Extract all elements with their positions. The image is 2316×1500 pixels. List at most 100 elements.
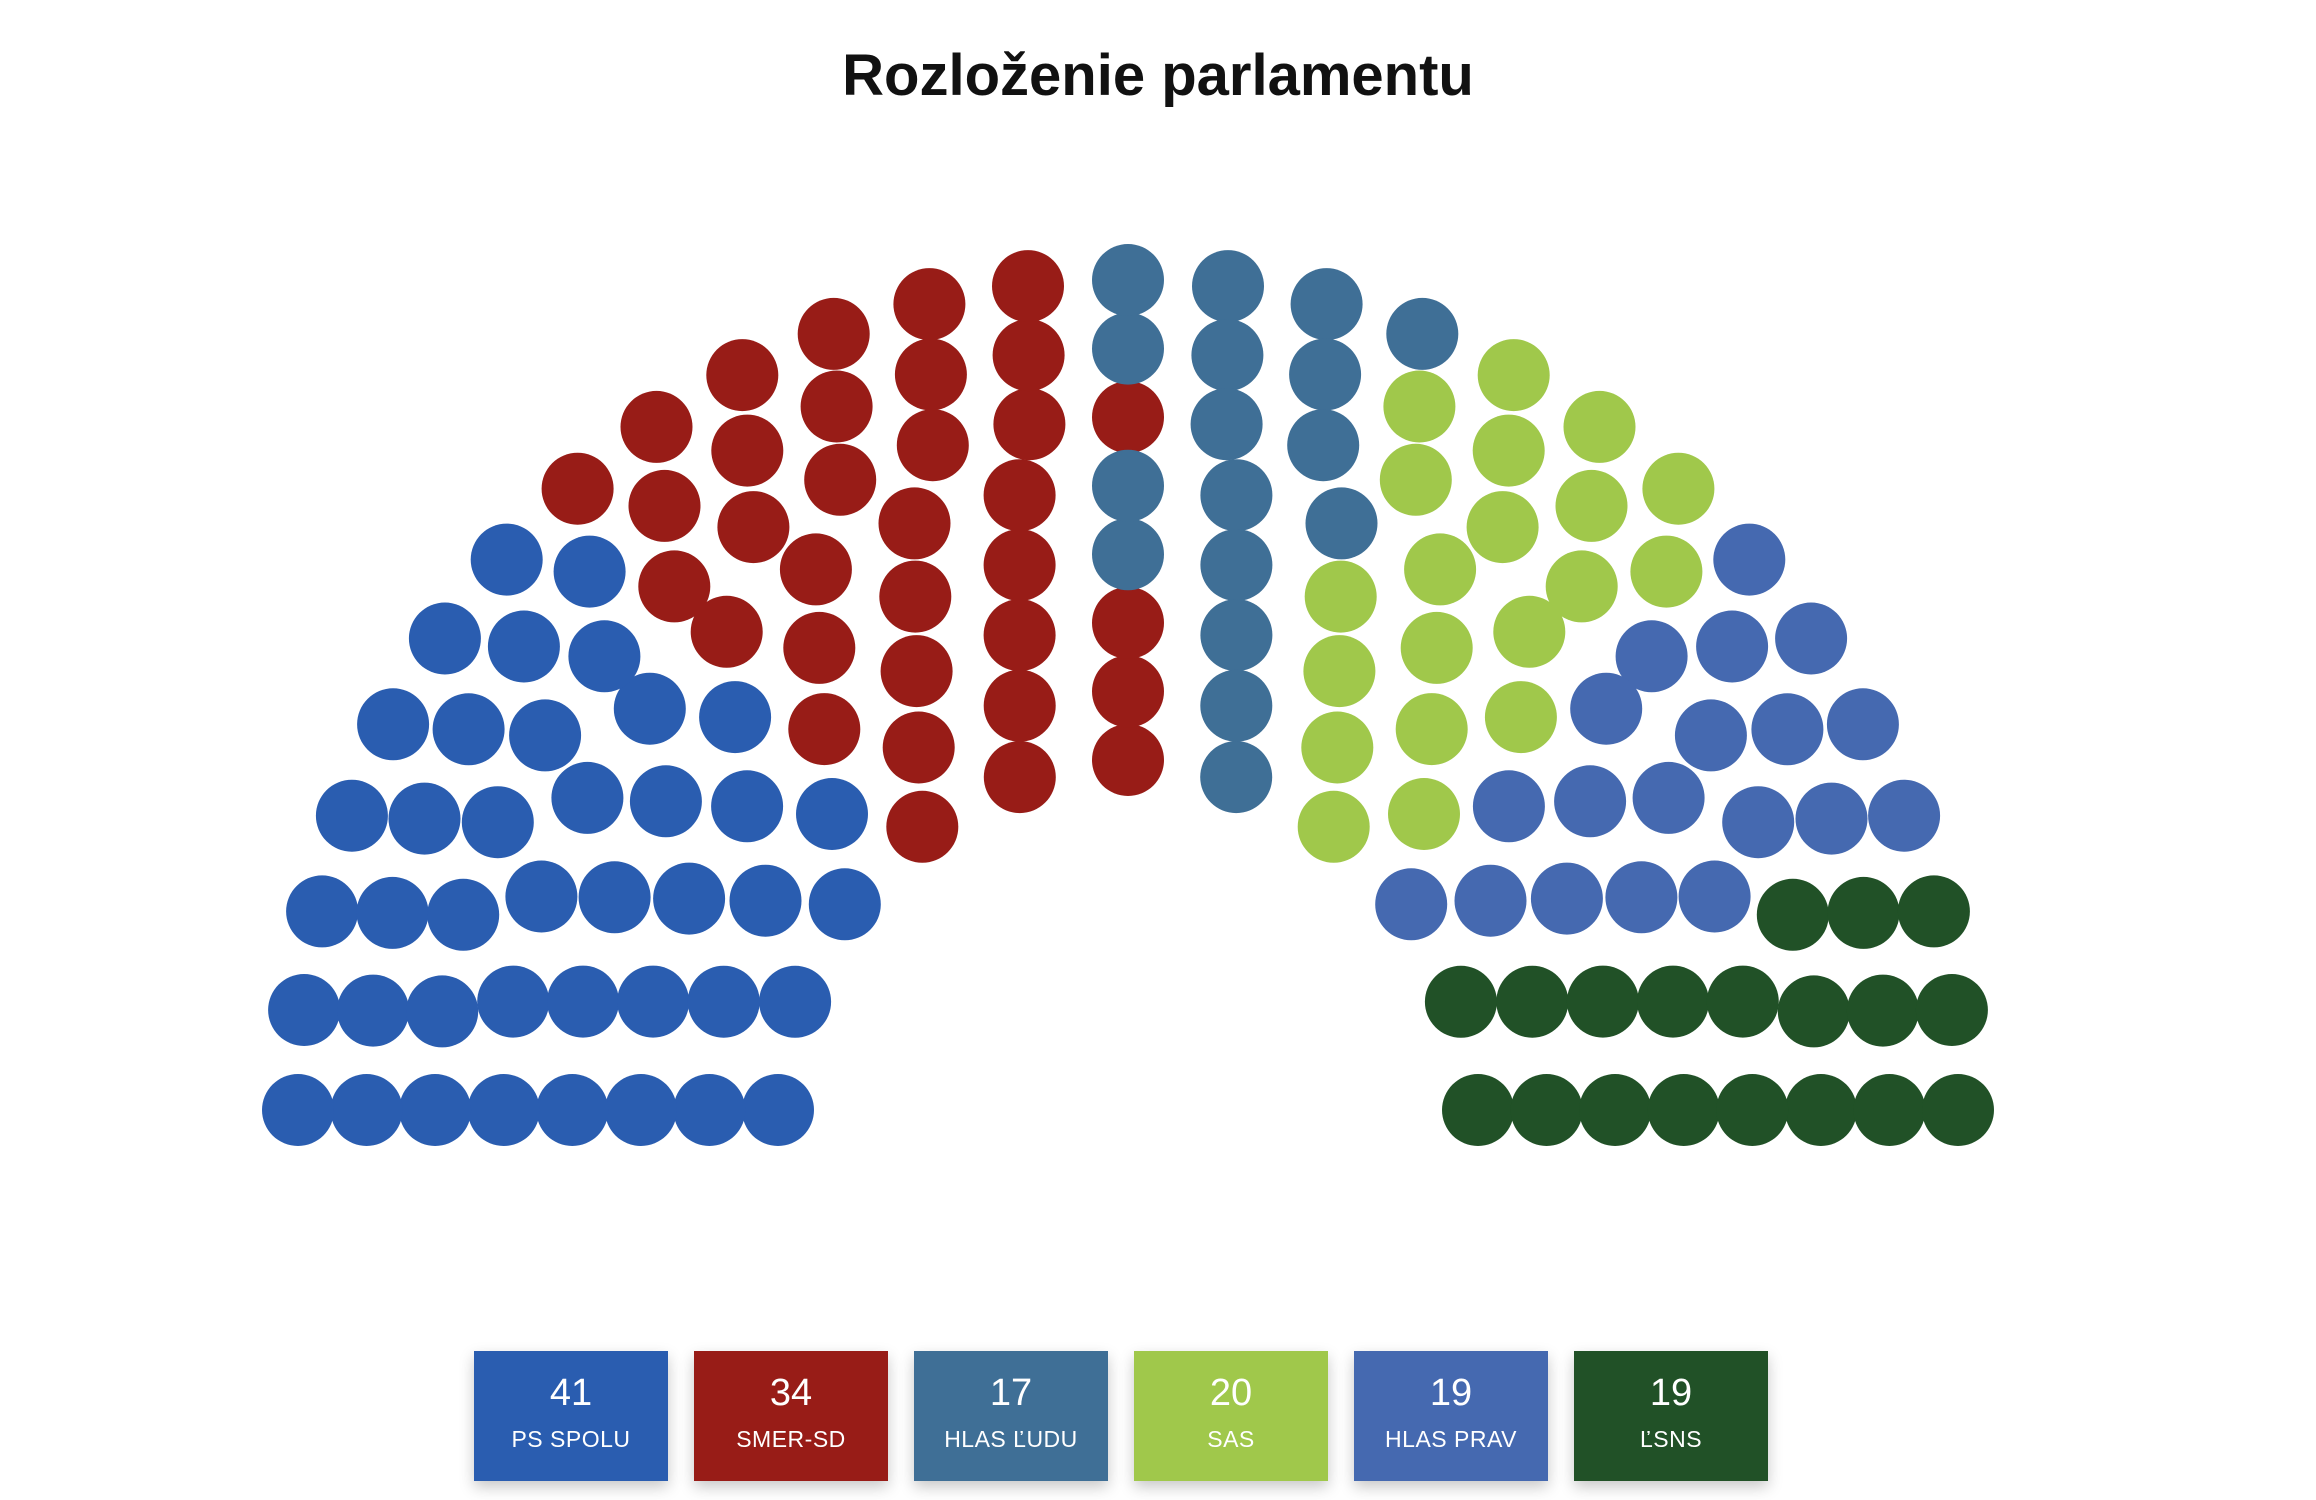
seat-hlas-prav [1826,688,1899,761]
seat-hlas-prav [1615,620,1688,693]
seat-ps-spolu [427,878,500,951]
seat-smer-sd [638,550,711,623]
seat-ps-spolu [432,693,505,766]
seat-hlas-prav [1632,761,1705,834]
seat-hlas-ludu [1200,599,1273,672]
seat-ps-spolu [759,965,832,1038]
seat-ps-spolu [551,761,624,834]
seat-lsns [1784,1074,1857,1146]
seat-lsns [1496,965,1569,1038]
seat-smer-sd [541,452,614,525]
legend-label: HLAS ĽUDU [944,1426,1078,1452]
seat-ps-spolu [406,975,479,1048]
seat-ps-spolu [673,1074,746,1146]
seat-smer-sd [804,443,877,516]
seat-lsns [1915,974,1988,1046]
seat-smer-sd [779,533,852,606]
seat-ps-spolu [699,681,772,754]
seat-smer-sd [896,409,969,482]
seat-hlas-prav [1375,868,1448,941]
seat-lsns [1424,965,1497,1038]
seat-hlas-prav [1868,779,1941,852]
seat-lsns [1897,875,1970,948]
seat-lsns [1922,1074,1994,1146]
seat-ps-spolu [470,523,543,596]
seat-smer-sd [983,599,1056,672]
seat-sas [1400,611,1473,684]
seat-hlas-prav [1696,610,1769,683]
seat-hlas-prav [1472,770,1545,843]
seat-sas [1472,414,1545,487]
seat-lsns [1716,1074,1789,1146]
seat-lsns [1637,965,1709,1038]
seat-hlas-ludu [1191,319,1264,392]
seat-hlas-prav [1795,782,1868,855]
seat-hlas-ludu [1287,409,1360,482]
legend-label: SMER-SD [736,1426,846,1452]
seat-hlas-ludu [1092,449,1164,522]
seat-smer-sd [711,414,784,487]
legend-label: SAS [1207,1426,1255,1452]
seat-smer-sd [879,560,952,633]
seat-ps-spolu [729,864,802,937]
legend-label: PS SPOLU [511,1426,631,1452]
seat-ps-spolu [408,602,481,675]
seat-ps-spolu [553,535,626,608]
seat-hlas-ludu [1289,338,1362,411]
parliament-hemicycle [262,244,1994,1146]
seat-ps-spolu [487,610,560,683]
seat-smer-sd [893,268,966,341]
seat-sas [1563,390,1636,463]
seat-hlas-ludu [1200,669,1273,742]
legend-label: ĽSNS [1639,1426,1703,1452]
seat-ps-spolu [505,860,578,933]
seat-smer-sd [1092,586,1164,659]
seat-hlas-ludu [1386,297,1459,370]
seat-sas [1477,339,1550,412]
seat-smer-sd [983,459,1056,532]
seat-ps-spolu [687,965,760,1038]
seat-ps-spolu [604,1074,677,1146]
seat-ps-spolu [268,974,341,1046]
chart-title: Rozloženie parlamentu [842,43,1474,108]
legend-count: 17 [989,1372,1033,1414]
seat-lsns [1442,1074,1514,1146]
seat-smer-sd [706,339,779,412]
seat-hlas-ludu [1092,312,1164,385]
seat-ps-spolu [711,770,784,843]
seat-sas [1404,533,1477,606]
seat-sas [1466,491,1539,564]
seat-sas [1395,693,1468,766]
seat-smer-sd [992,319,1065,392]
seat-sas [1493,595,1566,668]
legend-count: 41 [549,1372,593,1414]
seat-hlas-ludu [1200,529,1273,601]
seat-hlas-prav [1454,864,1527,937]
seat-hlas-prav [1722,786,1795,859]
seat-ps-spolu [315,779,388,852]
legend-count: 19 [1429,1372,1473,1414]
seat-ps-spolu [467,1074,540,1146]
seat-lsns [1566,965,1639,1038]
seat-hlas-ludu [1200,741,1273,814]
seat-lsns [1853,1074,1926,1146]
legend-count: 34 [769,1372,813,1414]
seat-hlas-prav [1713,523,1786,596]
legend-item-ps-spolu: 41 PS SPOLU [474,1351,668,1481]
seat-hlas-ludu [1305,487,1378,560]
seat-lsns [1827,876,1900,949]
seat-smer-sd [797,297,870,370]
seat-smer-sd [1092,655,1164,728]
seat-smer-sd [878,487,951,560]
seat-hlas-prav [1554,765,1627,838]
legend-label: HLAS PRAV [1385,1426,1517,1452]
seat-ps-spolu [629,765,702,838]
seat-smer-sd [783,611,856,684]
seat-lsns [1706,965,1779,1038]
seat-smer-sd [983,669,1056,742]
seat-sas [1297,790,1370,863]
seat-hlas-ludu [1190,388,1263,461]
seat-ps-spolu [617,965,690,1038]
seat-ps-spolu [477,965,550,1038]
seat-ps-spolu [536,1074,609,1146]
